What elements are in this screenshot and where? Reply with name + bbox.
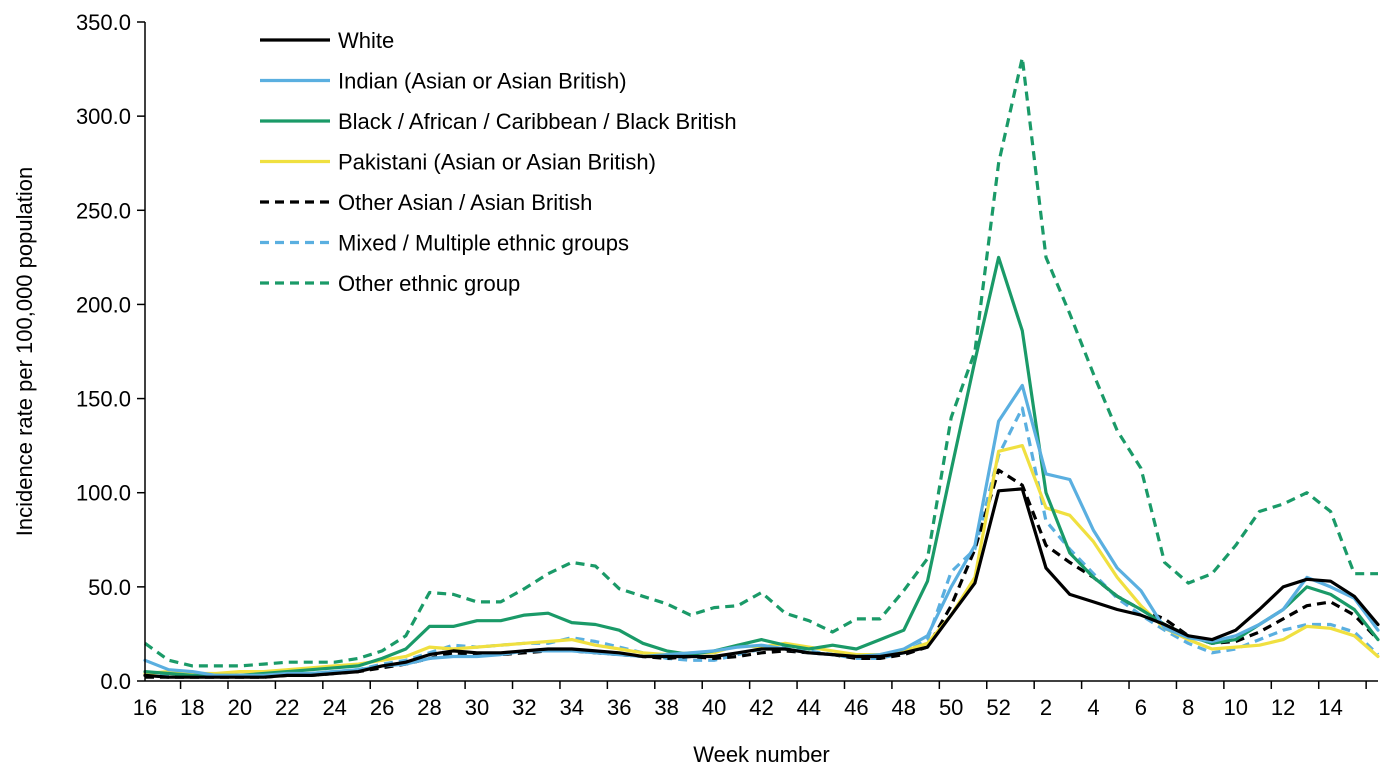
x-tick-label: 38 — [654, 695, 678, 720]
legend-label: Other Asian / Asian British — [338, 190, 592, 215]
x-tick-label: 50 — [939, 695, 963, 720]
legend-label: White — [338, 28, 394, 53]
x-tick-label: 4 — [1087, 695, 1099, 720]
axes — [144, 22, 1378, 682]
legend-label: Other ethnic group — [338, 271, 520, 296]
x-tick-label: 48 — [892, 695, 916, 720]
x-tick-label: 44 — [797, 695, 821, 720]
x-tick-label: 8 — [1182, 695, 1194, 720]
series-line-4 — [145, 468, 1380, 679]
series-line-0 — [143, 487, 1380, 679]
series-line-2 — [143, 255, 1380, 678]
x-axis-title: Week number — [693, 742, 830, 767]
y-tick-label: 350.0 — [76, 10, 131, 35]
x-tick-label: 16 — [133, 695, 157, 720]
x-tick-label: 32 — [512, 695, 536, 720]
legend: White Indian (Asian or Asian British) Blac… — [260, 28, 737, 296]
x-tick-label: 10 — [1223, 695, 1247, 720]
series-line-5 — [144, 406, 1380, 678]
x-tick-label: 12 — [1271, 695, 1295, 720]
x-tick-label: 2 — [1040, 695, 1052, 720]
legend-label: Mixed / Multiple ethnic groups — [338, 231, 629, 256]
x-tick-label: 42 — [749, 695, 773, 720]
x-tick-label: 26 — [370, 695, 394, 720]
x-tick-label: 36 — [607, 695, 631, 720]
x-tick-label: 24 — [322, 695, 346, 720]
ticks: 0.0 50.0 100.0 150.0 200.0 250.0 300.0 350.0 16 1… — [76, 10, 1367, 720]
series-layer — [143, 56, 1380, 679]
y-tick-label: 300.0 — [76, 104, 131, 129]
y-tick-label: 200.0 — [76, 292, 131, 317]
y-axis-title: Incidence rate per 100,000 population — [12, 167, 37, 536]
x-tick-label: 34 — [560, 695, 584, 720]
x-tick-label: 22 — [275, 695, 299, 720]
y-tick-label: 250.0 — [76, 198, 131, 223]
legend-label: Black / African / Caribbean / Black Brit… — [338, 109, 737, 134]
x-tick-label: 46 — [844, 695, 868, 720]
x-tick-label: 18 — [180, 695, 204, 720]
series-line-1 — [143, 383, 1380, 678]
x-tick-label: 14 — [1318, 695, 1342, 720]
legend-label: Indian (Asian or Asian British) — [338, 69, 627, 94]
y-tick-label: 100.0 — [76, 481, 131, 506]
y-tick-label: 50.0 — [88, 575, 131, 600]
x-tick-label: 40 — [702, 695, 726, 720]
y-tick-label: 0.0 — [100, 669, 131, 694]
series-line-6 — [144, 56, 1378, 668]
x-tick-label: 30 — [465, 695, 489, 720]
x-tick-label: 28 — [417, 695, 441, 720]
x-tick-label: 6 — [1135, 695, 1147, 720]
y-tick-label: 150.0 — [76, 387, 131, 412]
x-tick-label: 52 — [986, 695, 1010, 720]
legend-label: Pakistani (Asian or Asian British) — [338, 150, 656, 175]
x-tick-label: 20 — [228, 695, 252, 720]
